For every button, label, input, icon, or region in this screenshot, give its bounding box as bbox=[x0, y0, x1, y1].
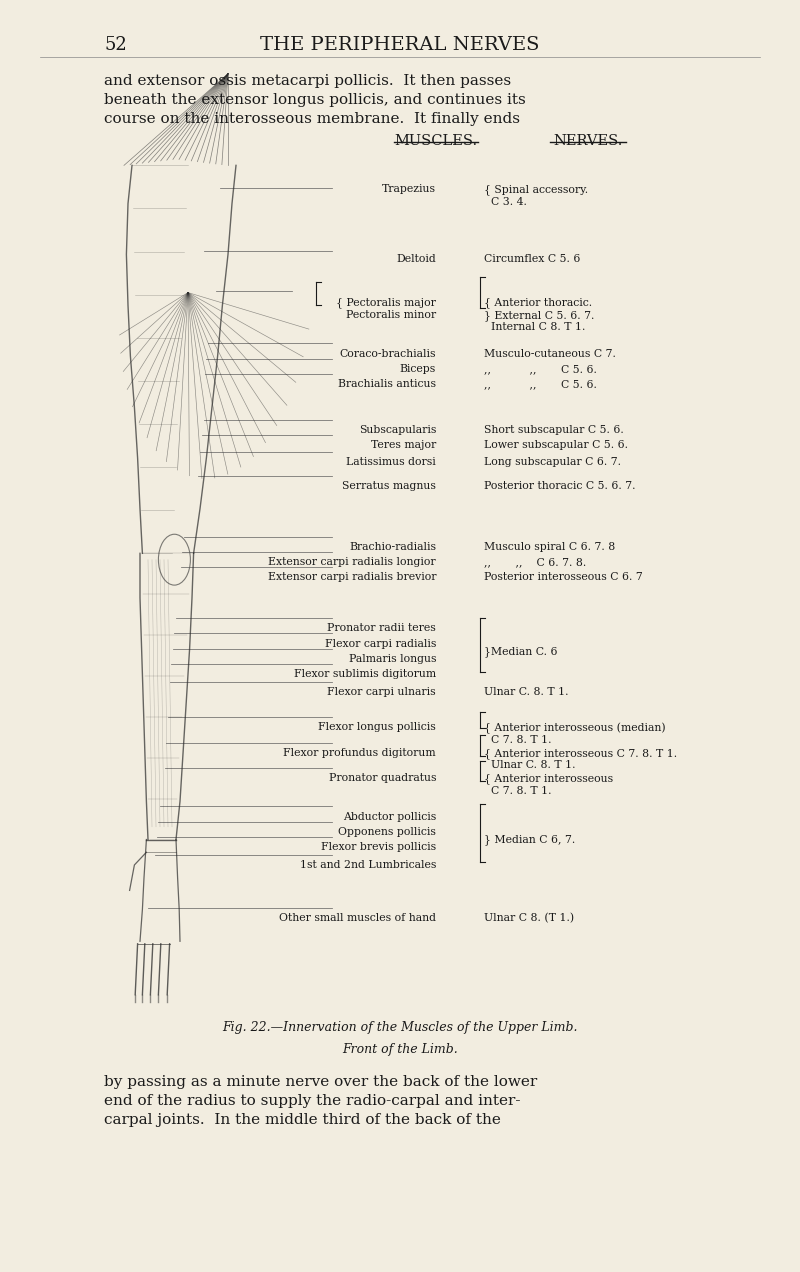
Text: Trapezius: Trapezius bbox=[382, 184, 436, 195]
Text: ,,       ,,    C 6. 7. 8.: ,, ,, C 6. 7. 8. bbox=[484, 557, 586, 567]
Text: }Median C. 6: }Median C. 6 bbox=[484, 646, 558, 656]
Text: Front of the Limb.: Front of the Limb. bbox=[342, 1043, 458, 1056]
Text: Circumflex C 5. 6: Circumflex C 5. 6 bbox=[484, 254, 580, 265]
Text: Flexor carpi radialis: Flexor carpi radialis bbox=[325, 639, 436, 649]
Text: { Anterior interosseous
  C 7. 8. T 1.: { Anterior interosseous C 7. 8. T 1. bbox=[484, 773, 613, 796]
Text: Subscapularis: Subscapularis bbox=[358, 425, 436, 435]
Text: Short subscapular C 5. 6.: Short subscapular C 5. 6. bbox=[484, 425, 624, 435]
Text: } Median C 6, 7.: } Median C 6, 7. bbox=[484, 834, 575, 845]
Text: course on the interosseous membrane.  It finally ends: course on the interosseous membrane. It … bbox=[104, 112, 520, 126]
Text: Biceps: Biceps bbox=[400, 364, 436, 374]
Text: { Pectoralis major
  Pectoralis minor: { Pectoralis major Pectoralis minor bbox=[336, 298, 436, 321]
Text: Other small muscles of hand: Other small muscles of hand bbox=[279, 913, 436, 923]
Text: beneath the extensor longus pollicis, and continues its: beneath the extensor longus pollicis, an… bbox=[104, 93, 526, 107]
Text: Fig. 22.—Innervation of the Muscles of the Upper Limb.: Fig. 22.—Innervation of the Muscles of t… bbox=[222, 1021, 578, 1034]
Text: by passing as a minute nerve over the back of the lower: by passing as a minute nerve over the ba… bbox=[104, 1075, 538, 1089]
Text: Posterior thoracic C 5. 6. 7.: Posterior thoracic C 5. 6. 7. bbox=[484, 481, 635, 491]
Text: 52: 52 bbox=[104, 36, 126, 53]
Text: Extensor carpi radialis longior: Extensor carpi radialis longior bbox=[268, 557, 436, 567]
Text: ,,           ,,       C 5. 6.: ,, ,, C 5. 6. bbox=[484, 364, 597, 374]
Text: Extensor carpi radialis brevior: Extensor carpi radialis brevior bbox=[267, 572, 436, 583]
Text: { Anterior interosseous C 7. 8. T 1.
  Ulnar C. 8. T 1.: { Anterior interosseous C 7. 8. T 1. Uln… bbox=[484, 748, 677, 771]
Text: Flexor sublimis digitorum: Flexor sublimis digitorum bbox=[294, 669, 436, 679]
Text: Pronator quadratus: Pronator quadratus bbox=[329, 773, 436, 784]
Text: Ulnar C. 8. T 1.: Ulnar C. 8. T 1. bbox=[484, 687, 569, 697]
Text: THE PERIPHERAL NERVES: THE PERIPHERAL NERVES bbox=[260, 36, 540, 53]
Text: carpal joints.  In the middle third of the back of the: carpal joints. In the middle third of th… bbox=[104, 1113, 501, 1127]
Text: Brachio-radialis: Brachio-radialis bbox=[349, 542, 436, 552]
Text: Ulnar C 8. (T 1.): Ulnar C 8. (T 1.) bbox=[484, 913, 574, 923]
Text: NERVES.: NERVES. bbox=[554, 134, 622, 148]
Text: { Anterior interosseous (median)
  C 7. 8. T 1.: { Anterior interosseous (median) C 7. 8.… bbox=[484, 722, 666, 745]
Text: Pronator radii teres: Pronator radii teres bbox=[327, 623, 436, 633]
Text: { Anterior thoracic.
} External C 5. 6. 7.
  Internal C 8. T 1.: { Anterior thoracic. } External C 5. 6. … bbox=[484, 298, 594, 332]
Text: Posterior interosseous C 6. 7: Posterior interosseous C 6. 7 bbox=[484, 572, 642, 583]
Text: Serratus magnus: Serratus magnus bbox=[342, 481, 436, 491]
Text: Deltoid: Deltoid bbox=[396, 254, 436, 265]
Text: Latissimus dorsi: Latissimus dorsi bbox=[346, 457, 436, 467]
Text: { Spinal accessory.
  C 3. 4.: { Spinal accessory. C 3. 4. bbox=[484, 184, 588, 207]
Text: end of the radius to supply the radio-carpal and inter-: end of the radius to supply the radio-ca… bbox=[104, 1094, 521, 1108]
Text: Musculo-cutaneous C 7.: Musculo-cutaneous C 7. bbox=[484, 349, 616, 359]
Text: Opponens pollicis: Opponens pollicis bbox=[338, 827, 436, 837]
Text: Coraco-brachialis: Coraco-brachialis bbox=[339, 349, 436, 359]
Text: Flexor profundus digitorum: Flexor profundus digitorum bbox=[283, 748, 436, 758]
Text: Flexor brevis pollicis: Flexor brevis pollicis bbox=[321, 842, 436, 852]
Text: 1st and 2nd Lumbricales: 1st and 2nd Lumbricales bbox=[300, 860, 436, 870]
Text: Flexor longus pollicis: Flexor longus pollicis bbox=[318, 722, 436, 733]
Text: Flexor carpi ulnaris: Flexor carpi ulnaris bbox=[327, 687, 436, 697]
Text: MUSCLES.: MUSCLES. bbox=[394, 134, 478, 148]
Text: ,,           ,,       C 5. 6.: ,, ,, C 5. 6. bbox=[484, 379, 597, 389]
Text: Brachialis anticus: Brachialis anticus bbox=[338, 379, 436, 389]
Text: Lower subscapular C 5. 6.: Lower subscapular C 5. 6. bbox=[484, 440, 628, 450]
Text: Abductor pollicis: Abductor pollicis bbox=[342, 812, 436, 822]
Text: Teres major: Teres major bbox=[370, 440, 436, 450]
Text: Musculo spiral C 6. 7. 8: Musculo spiral C 6. 7. 8 bbox=[484, 542, 615, 552]
Text: Palmaris longus: Palmaris longus bbox=[349, 654, 436, 664]
Text: Long subscapular C 6. 7.: Long subscapular C 6. 7. bbox=[484, 457, 621, 467]
Text: and extensor ossis metacarpi pollicis.  It then passes: and extensor ossis metacarpi pollicis. I… bbox=[104, 74, 511, 88]
